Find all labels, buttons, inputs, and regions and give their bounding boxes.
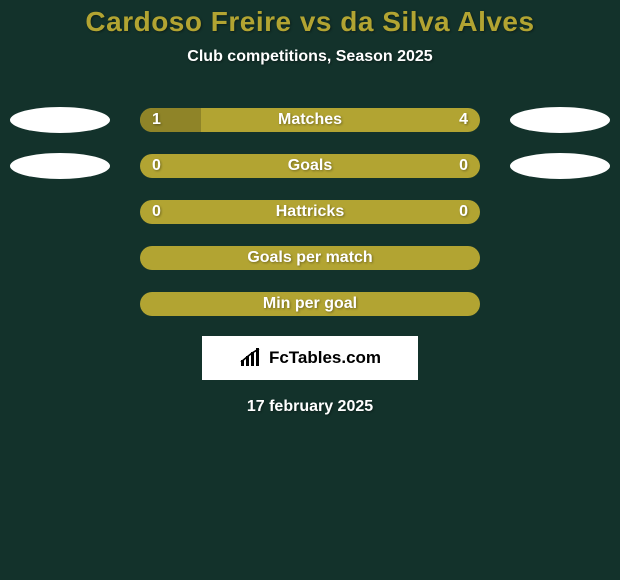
stat-label: Goals	[140, 154, 480, 178]
player-ellipse-right	[510, 107, 610, 133]
stat-label: Matches	[140, 108, 480, 132]
page-root: Cardoso Freire vs da Silva Alves Club co…	[0, 0, 620, 580]
date-text: 17 february 2025	[247, 398, 373, 416]
stat-bar: Goals per match	[140, 246, 480, 270]
stat-row: 14Matches	[0, 108, 620, 132]
stat-row: 00Hattricks	[0, 200, 620, 224]
stat-bar: Min per goal	[140, 292, 480, 316]
attribution-text: FcTables.com	[269, 348, 381, 368]
player-ellipse-right	[510, 153, 610, 179]
attribution-badge: FcTables.com	[202, 336, 418, 380]
stat-bar: 00Goals	[140, 154, 480, 178]
stat-bar: 00Hattricks	[140, 200, 480, 224]
player-ellipse-left	[10, 107, 110, 133]
stat-label: Min per goal	[140, 292, 480, 316]
chart-icon	[239, 348, 263, 368]
page-subtitle: Club competitions, Season 2025	[187, 48, 432, 66]
stat-row: Goals per match	[0, 246, 620, 270]
stats-area: 14Matches 00Goals 00Hattricks Goals per mat…	[0, 108, 620, 316]
player-ellipse-left	[10, 153, 110, 179]
stat-row: 00Goals	[0, 154, 620, 178]
page-title: Cardoso Freire vs da Silva Alves	[85, 6, 534, 38]
stat-label: Goals per match	[140, 246, 480, 270]
stat-label: Hattricks	[140, 200, 480, 224]
stat-bar: 14Matches	[140, 108, 480, 132]
stat-row: Min per goal	[0, 292, 620, 316]
